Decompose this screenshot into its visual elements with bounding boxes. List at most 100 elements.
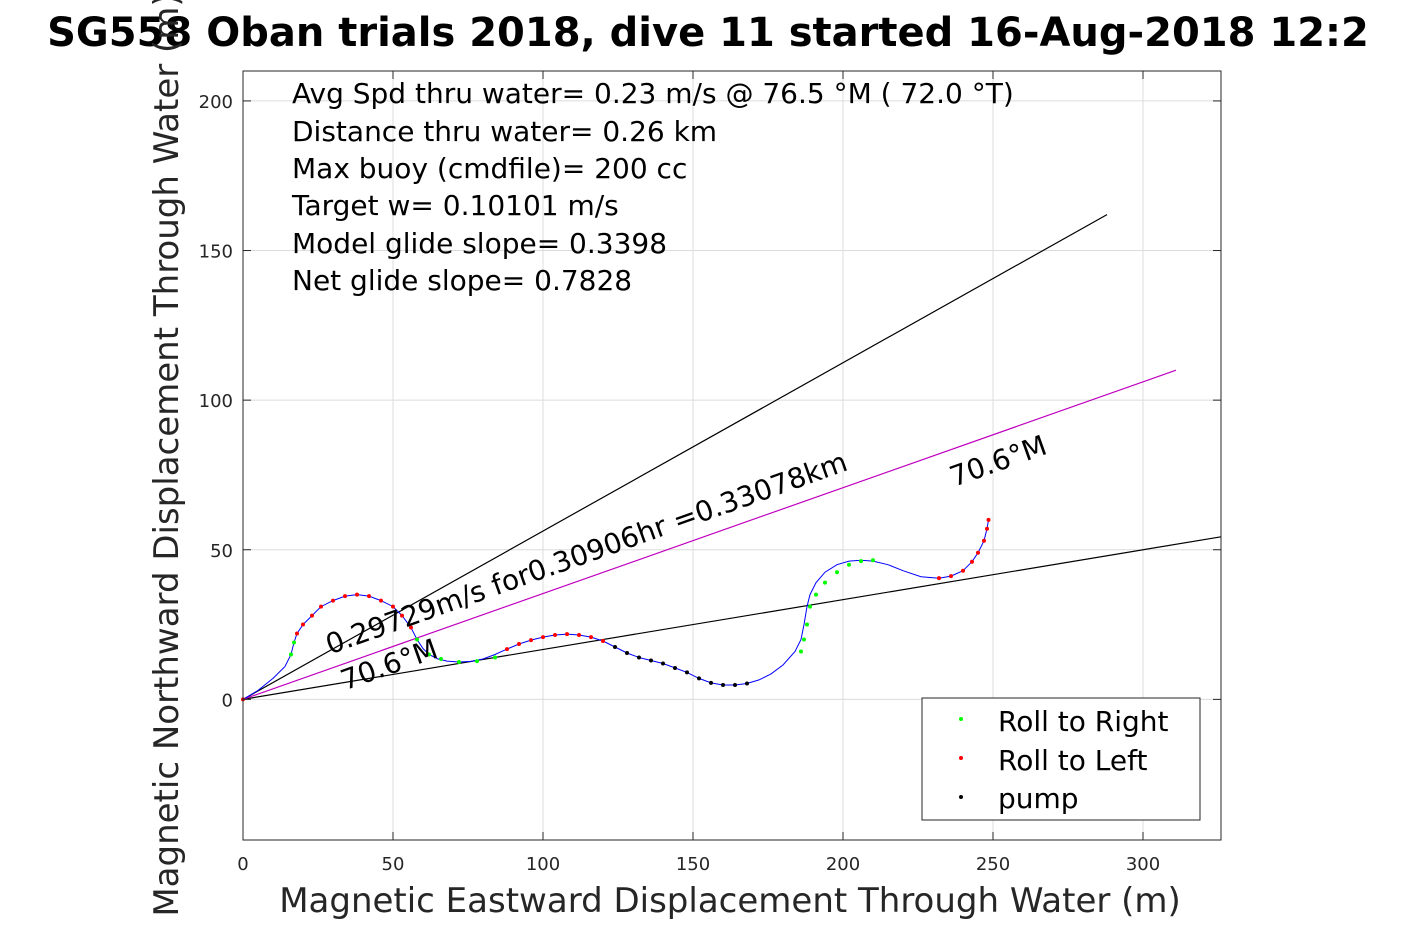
point-roll-to-left: [985, 526, 989, 531]
x-axis-label: Magnetic Eastward Displacement Through W…: [279, 881, 1181, 921]
grid: [242, 71, 1221, 840]
x-tick-label-250: 250: [976, 854, 1010, 875]
info-line-distance: Distance thru water= 0.26 km: [292, 115, 717, 148]
reference-line-upper: [242, 214, 1108, 700]
point-roll-to-right: [814, 592, 818, 597]
point-pump: [613, 645, 617, 650]
x-tick-label-150: 150: [676, 854, 710, 875]
point-pump: [733, 683, 737, 688]
reference-line-mean: [242, 369, 1177, 700]
x-tick-label-0: 0: [237, 854, 248, 875]
point-roll-to-left: [986, 517, 991, 522]
legend-marker-roll-right: [959, 717, 963, 721]
point-roll-to-left: [949, 574, 953, 579]
point-roll-to-left: [343, 594, 347, 599]
point-roll-to-right: [823, 580, 827, 585]
point-pump: [721, 683, 725, 688]
point-roll-to-left: [565, 632, 569, 637]
point-roll-to-left: [310, 613, 314, 618]
point-pump: [709, 680, 713, 685]
point-roll-to-right: [799, 649, 803, 654]
point-roll-to-left: [400, 613, 404, 618]
y-tick-label-150: 150: [199, 242, 233, 263]
y-tick-label-50: 50: [210, 541, 233, 562]
point-roll-to-right: [292, 640, 296, 645]
point-roll-to-right: [808, 604, 812, 609]
annotation-0: 0.29729m/s for0.30906hr =0.33078km: [321, 445, 851, 661]
point-roll-to-right: [805, 622, 809, 627]
point-roll-to-left: [355, 592, 359, 597]
point-pump: [625, 650, 629, 655]
point-pump: [637, 655, 641, 660]
point-roll-to-right: [439, 656, 443, 661]
x-tick-label-50: 50: [382, 854, 405, 875]
point-roll-to-right: [457, 659, 461, 664]
info-line-target-w: Target w= 0.10101 m/s: [291, 189, 619, 222]
point-pump: [697, 676, 701, 681]
point-roll-to-left: [517, 642, 521, 647]
y-tick-label-100: 100: [199, 391, 233, 412]
x-tick-label-300: 300: [1126, 854, 1160, 875]
point-roll-to-right: [493, 655, 497, 660]
y-tick-label-200: 200: [199, 92, 233, 113]
track-points: [241, 517, 991, 702]
y-axis-label: Magnetic Northward Displacement Through …: [147, 0, 187, 917]
point-roll-to-right: [475, 659, 479, 664]
point-roll-to-left: [970, 559, 974, 564]
legend-box: [921, 697, 1201, 821]
x-tick-label-200: 200: [826, 854, 860, 875]
legend-label-pump: pump: [998, 782, 1079, 815]
chart-title: SG558 Oban trials 2018, dive 11 started …: [47, 10, 1369, 56]
point-roll-to-left: [976, 550, 980, 555]
point-roll-to-left: [937, 576, 941, 581]
summary-text-block: Avg Spd thru water= 0.23 m/s @ 76.5 °M (…: [291, 77, 1014, 297]
point-roll-to-right: [415, 637, 419, 642]
point-pump: [673, 665, 677, 670]
legend-marker-pump: [959, 795, 963, 799]
point-roll-to-right: [289, 652, 293, 657]
point-roll-to-right: [859, 559, 863, 564]
point-roll-to-left: [391, 604, 395, 609]
reference-lines: [242, 214, 1222, 700]
point-roll-to-left: [601, 639, 605, 644]
point-roll-to-right: [427, 652, 431, 657]
legend-label-roll-left: Roll to Left: [998, 744, 1147, 777]
point-roll-to-left: [982, 538, 986, 543]
point-roll-to-right: [847, 562, 851, 567]
point-roll-to-left: [331, 598, 335, 603]
info-line-max-buoy: Max buoy (cmdfile)= 200 cc: [292, 152, 687, 185]
point-roll-to-left: [577, 633, 581, 638]
point-roll-to-left: [529, 638, 533, 643]
point-roll-to-left: [541, 635, 545, 640]
annotation-2: 70.6°M: [945, 429, 1051, 494]
point-roll-to-right: [835, 570, 839, 575]
y-tick-label-0: 0: [222, 690, 233, 711]
x-tick-label-100: 100: [526, 854, 560, 875]
point-roll-to-right: [802, 637, 806, 642]
point-roll-to-left: [505, 647, 509, 652]
point-roll-to-left: [961, 568, 965, 573]
point-pump: [649, 658, 653, 663]
reference-line-lower: [242, 536, 1222, 700]
point-roll-to-left: [379, 598, 383, 603]
legend-label-roll-right: Roll to Right: [998, 705, 1169, 738]
info-line-model-glide: Model glide slope= 0.3398: [292, 227, 667, 260]
point-pump: [685, 670, 689, 675]
annotations: 0.29729m/s for0.30906hr =0.33078km 70.6°M…: [321, 429, 1051, 697]
point-pump: [745, 681, 749, 686]
legend: Roll to Right Roll to Left pump: [921, 697, 1201, 821]
point-roll-to-left: [553, 633, 557, 638]
point-roll-to-left: [367, 594, 371, 599]
point-roll-to-left: [589, 635, 593, 640]
info-line-net-glide: Net glide slope= 0.7828: [292, 264, 632, 297]
legend-marker-roll-left: [959, 756, 963, 760]
axis-ticks: 0 50 100 150 200 250 300 0 50 100 150 200: [199, 71, 1221, 875]
point-roll-to-right: [871, 558, 875, 563]
point-roll-to-left: [409, 625, 413, 630]
point-roll-to-left: [319, 604, 323, 609]
point-roll-to-left: [295, 631, 299, 636]
point-pump: [661, 661, 665, 666]
point-roll-to-left: [301, 622, 305, 627]
info-line-avg-speed: Avg Spd thru water= 0.23 m/s @ 76.5 °M (…: [292, 77, 1014, 110]
